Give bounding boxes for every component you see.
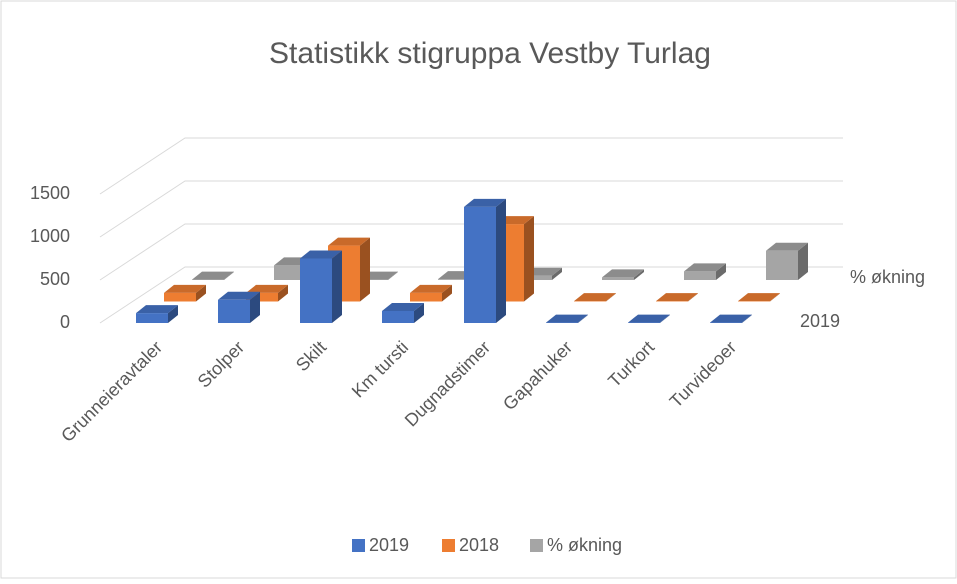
legend-swatch	[530, 539, 543, 552]
bar-side	[524, 216, 534, 301]
bar-front	[464, 207, 496, 323]
bar-side	[360, 238, 370, 302]
bar-front	[382, 311, 414, 323]
bar-front	[766, 251, 798, 280]
y-tick-label: 0	[60, 312, 70, 332]
bar-front	[300, 259, 332, 324]
bar	[382, 303, 424, 323]
bar-front	[684, 271, 716, 280]
bar	[766, 243, 808, 280]
legend-swatch	[352, 539, 365, 552]
bar-front	[602, 277, 634, 280]
bar-side	[496, 199, 506, 323]
bar	[464, 199, 506, 323]
bar	[218, 292, 260, 323]
legend-label: 2018	[459, 535, 499, 555]
bar-front	[410, 293, 442, 302]
bar-front	[164, 293, 196, 302]
legend-swatch	[442, 539, 455, 552]
y-tick-label: 1000	[30, 226, 70, 246]
bar-side	[332, 251, 342, 324]
depth-label: % økning	[850, 267, 925, 287]
y-tick-label: 500	[40, 269, 70, 289]
y-tick-label: 1500	[30, 183, 70, 203]
chart-title: Statistikk stigruppa Vestby Turlag	[269, 37, 711, 70]
bar	[300, 251, 342, 324]
depth-label: 2019	[800, 311, 840, 331]
legend-label: % økning	[547, 535, 622, 555]
bar-front	[136, 313, 168, 323]
legend-label: 2019	[369, 535, 409, 555]
bar-front	[218, 300, 250, 323]
